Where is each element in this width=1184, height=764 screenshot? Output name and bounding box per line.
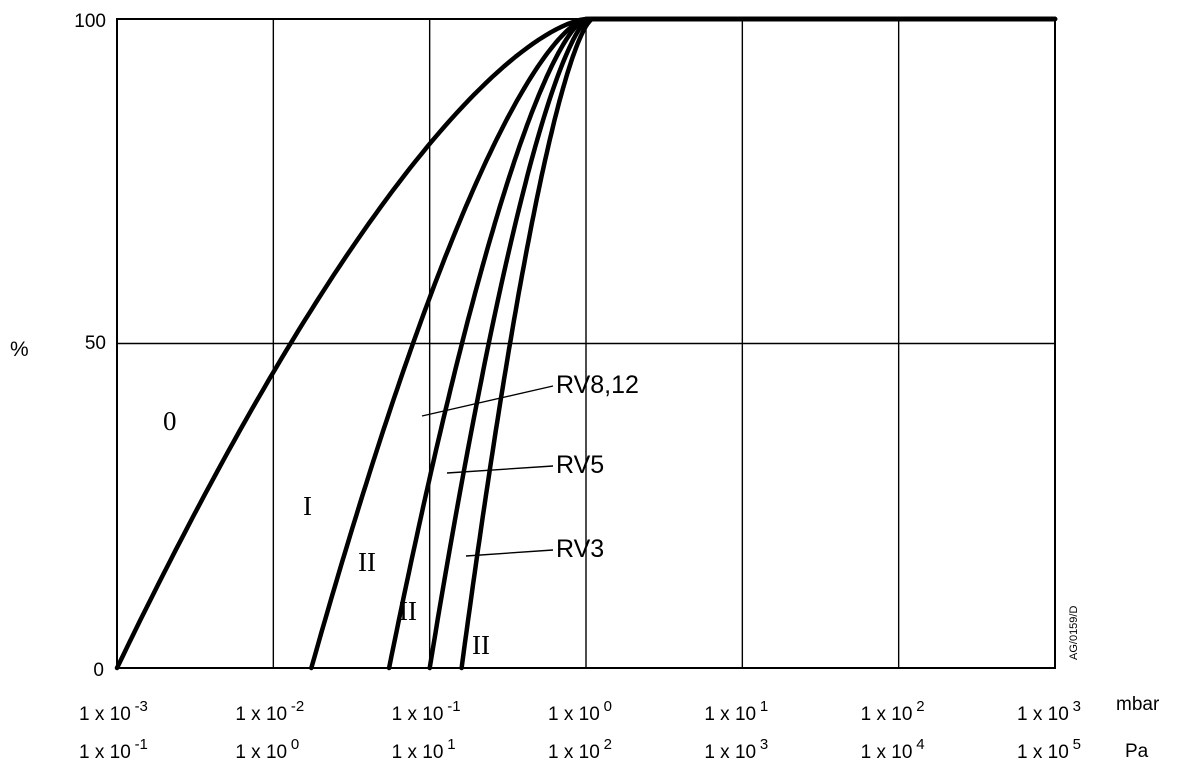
x-unit-mbar: mbar xyxy=(1116,694,1160,715)
x-tick-pa-6: 1 x 10 5 xyxy=(1017,736,1081,763)
annotation-rv8-12: RV8,12 xyxy=(556,371,639,399)
annotation-leaders xyxy=(421,385,554,557)
curve-label-0: 0 xyxy=(163,406,177,436)
grid xyxy=(117,19,1055,668)
y-axis-label: % xyxy=(10,338,29,361)
curve-label-ii-3: II xyxy=(472,630,490,660)
annotation-rv3: RV3 xyxy=(556,535,604,563)
curve-4 xyxy=(459,16,1058,671)
curve-2 xyxy=(386,16,1058,671)
curves xyxy=(114,16,1058,671)
x-tick-mbar-1: 1 x 10 -2 xyxy=(235,698,304,725)
x-tick-mbar-6: 1 x 10 3 xyxy=(1017,698,1081,725)
x-tick-pa-5: 1 x 10 4 xyxy=(861,736,925,763)
y-tick-50: 50 xyxy=(85,333,106,354)
figure-code: AG/0159/D xyxy=(1068,606,1080,660)
x-tick-pa-2: 1 x 10 1 xyxy=(392,736,456,763)
curve-label-ii-1: II xyxy=(358,547,376,577)
y-tick-100: 100 xyxy=(74,11,106,32)
leader-rv5 xyxy=(446,465,554,474)
curve-0 xyxy=(114,16,1058,671)
annotation-rv5: RV5 xyxy=(556,451,604,479)
x-tick-mbar-4: 1 x 10 1 xyxy=(704,698,768,725)
x-tick-mbar-5: 1 x 10 2 xyxy=(861,698,925,725)
curve-1 xyxy=(309,16,1058,671)
x-tick-pa-0: 1 x 10 -1 xyxy=(79,736,148,763)
x-tick-pa-1: 1 x 10 0 xyxy=(235,736,299,763)
x-unit-pa: Pa xyxy=(1125,741,1149,762)
x-tick-mbar-3: 1 x 10 0 xyxy=(548,698,612,725)
x-tick-pa-4: 1 x 10 3 xyxy=(704,736,768,763)
leader-rv3 xyxy=(465,549,554,557)
x-tick-mbar-0: 1 x 10 -3 xyxy=(79,698,148,725)
leader-rv8-12 xyxy=(421,385,554,417)
x-tick-mbar-2: 1 x 10 -1 xyxy=(392,698,461,725)
x-tick-labels: 1 x 10 -3 1 x 10 -2 1 x 10 -1 1 x 10 0 1 x 1… xyxy=(79,698,1081,763)
x-tick-pa-3: 1 x 10 2 xyxy=(548,736,612,763)
y-tick-0: 0 xyxy=(93,660,104,681)
curve-3 xyxy=(427,16,1058,671)
curve-label-ii-2: II xyxy=(399,596,417,626)
curve-label-i: I xyxy=(303,491,312,521)
